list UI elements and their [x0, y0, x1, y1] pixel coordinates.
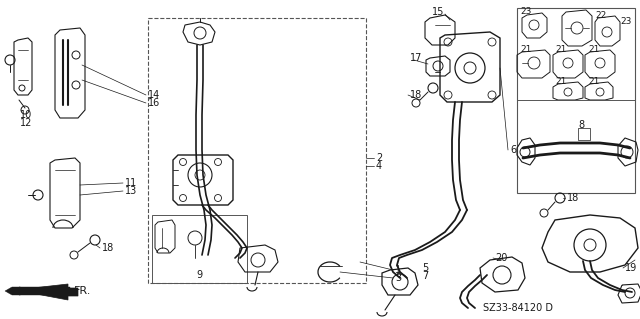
Text: 4: 4	[376, 161, 382, 171]
Text: 23: 23	[620, 18, 632, 26]
Text: 3: 3	[395, 273, 401, 283]
Text: 15: 15	[432, 7, 444, 17]
Text: 16: 16	[148, 98, 160, 108]
Text: 19: 19	[625, 263, 637, 273]
Text: 18: 18	[410, 90, 422, 100]
Polygon shape	[15, 284, 78, 300]
Text: 14: 14	[148, 90, 160, 100]
Text: 2: 2	[376, 153, 382, 163]
Text: 18: 18	[567, 193, 579, 203]
Text: 8: 8	[578, 120, 584, 130]
Text: 21: 21	[555, 78, 566, 86]
Bar	[517, 8, 635, 193]
Text: 6: 6	[510, 145, 516, 155]
Text: 18: 18	[102, 243, 115, 253]
Text: 13: 13	[125, 186, 137, 196]
Text: 9: 9	[196, 270, 202, 280]
Text: 21: 21	[588, 78, 600, 86]
Text: 7: 7	[422, 271, 428, 281]
Text: 20: 20	[495, 253, 508, 263]
Text: 21: 21	[555, 46, 566, 55]
Bar	[152, 215, 247, 283]
Text: SZ33-84120 D: SZ33-84120 D	[483, 303, 553, 313]
Text: 23: 23	[520, 8, 531, 17]
Text: 1: 1	[395, 265, 401, 275]
Text: 22: 22	[595, 11, 606, 19]
Text: 11: 11	[125, 178, 137, 188]
Text: 21: 21	[520, 46, 531, 55]
Polygon shape	[5, 287, 70, 295]
Text: 17: 17	[410, 53, 422, 63]
Text: 5: 5	[422, 263, 428, 273]
Bar	[148, 18, 366, 283]
Text: 12: 12	[20, 118, 33, 128]
Text: 21: 21	[588, 46, 600, 55]
Text: 10: 10	[20, 110, 32, 120]
Text: FR.: FR.	[74, 286, 92, 296]
